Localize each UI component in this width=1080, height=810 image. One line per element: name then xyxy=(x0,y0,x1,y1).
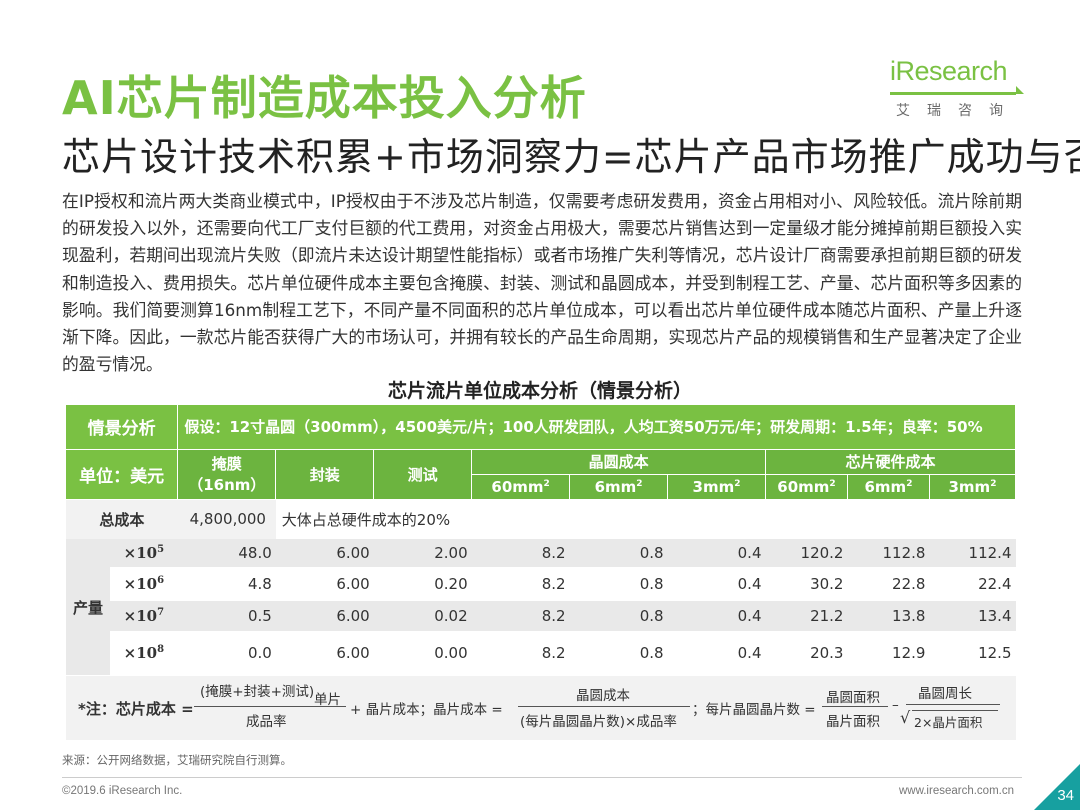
area-6-hw: 6mm2 xyxy=(847,474,930,500)
area-3-wafer: 3mm2 xyxy=(667,474,766,500)
page-corner-icon xyxy=(1034,764,1080,810)
website-url: www.iresearch.com.cn xyxy=(898,785,1014,797)
formula-note: *注：芯片成本 = (掩膜+封装+测试) 单片 成品率 + 晶片成本；晶片成本 … xyxy=(66,676,1016,740)
table-cell: 112.8 xyxy=(882,544,926,562)
formula-4-numerator: 晶圆周长 xyxy=(918,686,972,702)
table-cell: 8.2 xyxy=(541,544,566,562)
volume-1e8: ×108 xyxy=(123,644,165,662)
table-cell: 22.8 xyxy=(892,575,926,593)
col-test: 测试 xyxy=(373,449,473,500)
total-cost-label: 总成本 xyxy=(99,510,145,529)
source-note: 来源：公开网络数据，艾瑞研究院自行测算。 xyxy=(62,753,292,767)
total-cost-note: 大体占总硬件成本的20% xyxy=(275,499,1016,539)
table-cell: 0.0 xyxy=(247,644,272,662)
table-cell: 21.2 xyxy=(810,607,844,625)
table-cell: 13.4 xyxy=(978,607,1012,625)
table-cell: 12.5 xyxy=(978,644,1012,662)
table-cell: 0.4 xyxy=(737,575,762,593)
sqrt-bar xyxy=(912,710,998,711)
table-cell: 30.2 xyxy=(810,575,844,593)
formula-2-denominator: (每片晶圆晶片数)×成品率 xyxy=(520,714,677,730)
table-cell: 0.02 xyxy=(434,607,468,625)
table-cell: 0.4 xyxy=(737,607,762,625)
table-cell: 6.00 xyxy=(336,644,370,662)
table-cell: 4.8 xyxy=(247,575,272,593)
table-cell: 0.8 xyxy=(639,644,664,662)
table-cell: 48.0 xyxy=(238,544,272,562)
col-hardware-cost: 芯片硬件成本 xyxy=(765,449,1016,475)
table-cell: 20.3 xyxy=(810,644,844,662)
formula-1-tail: + 晶片成本；晶片成本 = xyxy=(350,702,503,718)
logo-swoosh-icon xyxy=(890,86,1024,95)
logo-subtitle: 艾瑞咨询 xyxy=(896,103,1020,119)
table-cell: 0.00 xyxy=(434,644,468,662)
total-cost-value: 4,800,000 xyxy=(189,510,266,529)
table-cell: 6.00 xyxy=(336,575,370,593)
area-3-hw: 3mm2 xyxy=(929,474,1017,500)
formula-2-numerator: 晶圆成本 xyxy=(576,688,630,704)
copyright: ©2019.6 iResearch Inc. xyxy=(62,785,183,797)
logo-wordmark: iResearch xyxy=(890,56,1008,86)
assumption-text: 假设：12寸晶圆（300mm），4500美元/片；100人研发团队，人均工资50… xyxy=(177,405,1016,450)
volume-1e5: ×105 xyxy=(123,544,165,562)
table-cell: 120.2 xyxy=(800,544,844,562)
formula-1-denominator: 成品率 xyxy=(246,714,287,730)
sqrt-icon: √ xyxy=(900,708,911,727)
formula-2-tail: ；每片晶圆晶片数 = xyxy=(692,702,816,718)
area-60-hw: 60mm2 xyxy=(765,474,848,500)
formula-3-numerator: 晶圆面积 xyxy=(826,690,880,706)
table-cell: 6.00 xyxy=(336,607,370,625)
table-cell: 0.8 xyxy=(639,607,664,625)
area-6-wafer: 6mm2 xyxy=(569,474,669,500)
table-cell: 6.00 xyxy=(336,544,370,562)
fraction-bar xyxy=(518,706,690,707)
formula-1-numerator: (掩膜+封装+测试) xyxy=(200,684,315,700)
page-subtitle: 芯片设计技术积累+市场洞察力=芯片产品市场推广成功与否 xyxy=(62,135,1080,179)
formula-4-denominator: 2×晶片面积 xyxy=(914,715,983,730)
table-cell: 0.5 xyxy=(247,607,272,625)
intro-paragraph: 在IP授权和流片两大类商业模式中，IP授权由于不涉及芯片制造，仅需要考虑研发费用… xyxy=(62,191,1022,375)
formula-1-numerator-sub: 单片 xyxy=(314,692,341,708)
cost-table: 情景分析 假设：12寸晶圆（300mm），4500美元/片；100人研发团队，人… xyxy=(66,405,1017,675)
unit-label: 单位：美元 xyxy=(66,449,179,500)
table-cell: 0.20 xyxy=(434,575,468,593)
formula-3-denominator: 晶片面积 xyxy=(826,714,880,730)
table-cell: 8.2 xyxy=(541,607,566,625)
fraction-bar xyxy=(194,706,346,707)
table-cell: 0.4 xyxy=(737,544,762,562)
table-cell: 0.4 xyxy=(737,644,762,662)
scenario-label: 情景分析 xyxy=(66,405,179,450)
table-cell: 112.4 xyxy=(968,544,1012,562)
fraction-bar xyxy=(906,704,1000,705)
footer-divider xyxy=(62,777,1022,778)
volume-1e7: ×107 xyxy=(123,607,165,625)
iresearch-logo: iResearch 艾瑞咨询 xyxy=(890,56,1030,126)
area-60-wafer: 60mm2 xyxy=(471,474,571,500)
table-cell: 0.8 xyxy=(639,575,664,593)
table-cell: 2.00 xyxy=(434,544,468,562)
minus-sign: – xyxy=(892,697,899,713)
col-wafer-cost: 晶圆成本 xyxy=(471,449,766,475)
table-cell: 12.9 xyxy=(892,644,926,662)
note-label: *注：芯片成本 = xyxy=(78,700,194,718)
page-title: AI芯片制造成本投入分析 xyxy=(62,71,587,125)
table-cell: 8.2 xyxy=(541,644,566,662)
table-title: 芯片流片单位成本分析（情景分析） xyxy=(387,380,692,402)
table-cell: 8.2 xyxy=(541,575,566,593)
page-number: 34 xyxy=(1057,787,1074,804)
volume-label: 产量 xyxy=(66,539,110,675)
col-mask: 掩膜 （16nm） xyxy=(177,449,277,500)
table-cell: 0.8 xyxy=(639,544,664,562)
volume-1e6: ×106 xyxy=(123,575,165,593)
fraction-bar xyxy=(822,706,888,707)
table-cell: 22.4 xyxy=(978,575,1012,593)
table-cell: 13.8 xyxy=(892,607,926,625)
col-pack: 封装 xyxy=(275,449,375,500)
